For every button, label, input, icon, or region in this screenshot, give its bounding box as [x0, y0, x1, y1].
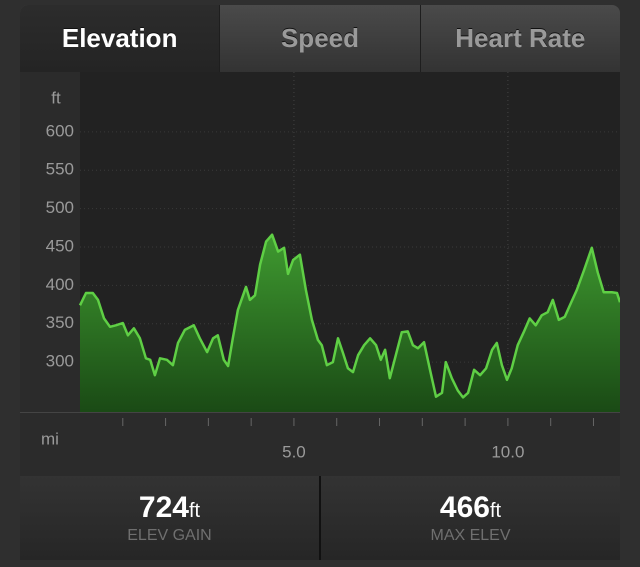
- x-axis-panel: [20, 412, 620, 476]
- tab-bar: Elevation Speed Heart Rate: [20, 5, 620, 72]
- x-tick-label: 10.0: [491, 442, 524, 461]
- stat-value: 724ft: [138, 491, 201, 524]
- x-unit: mi: [41, 429, 59, 448]
- elevation-line: [78, 233, 620, 399]
- y-tick-label: 300: [46, 352, 74, 371]
- y-tick-label: 400: [46, 275, 74, 294]
- x-tick-label: 5.0: [282, 442, 306, 461]
- y-tick-label: 600: [46, 121, 74, 140]
- stat-panel: 724ft ELEV GAIN: [20, 476, 319, 560]
- stat-value: 466ft: [439, 491, 502, 524]
- tab[interactable]: Elevation: [20, 5, 220, 72]
- stat-label: ELEV GAIN: [127, 527, 212, 544]
- y-tick-label: 550: [46, 160, 74, 179]
- stat-label: MAX ELEV: [430, 527, 511, 544]
- tab[interactable]: Heart Rate: [419, 5, 620, 72]
- stat-panel: 466ft MAX ELEV: [319, 476, 620, 560]
- elevation-chart: ft mi 300 350 400 450 500 550 600 5.0 10.0: [20, 72, 620, 476]
- y-tick-label: 450: [46, 236, 74, 255]
- y-tick-label: 500: [46, 198, 74, 217]
- stat-unit: ft: [188, 500, 201, 522]
- y-unit: ft: [51, 88, 61, 107]
- y-tick-label: 350: [46, 313, 74, 332]
- stat-unit: ft: [489, 500, 502, 522]
- elevation-area: [80, 234, 620, 412]
- tab[interactable]: Speed: [219, 5, 419, 72]
- stats-bar: 724ft ELEV GAIN 466ft MAX ELEV: [20, 476, 620, 560]
- y-axis-panel: [20, 72, 80, 412]
